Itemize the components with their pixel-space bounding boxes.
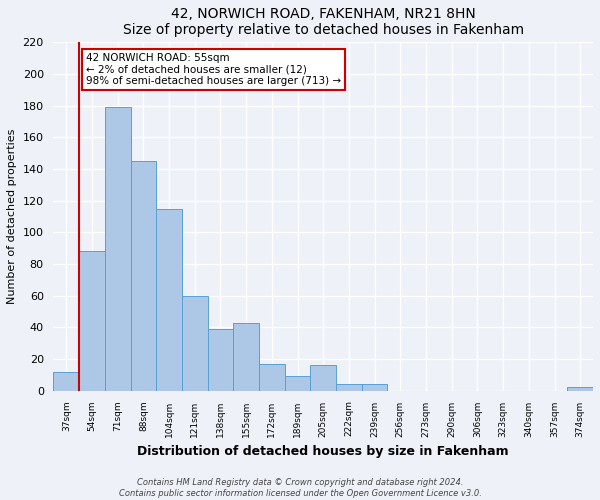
- Bar: [105, 108, 131, 391]
- Bar: [259, 364, 285, 390]
- X-axis label: Distribution of detached houses by size in Fakenham: Distribution of detached houses by size …: [137, 445, 509, 458]
- Bar: [182, 296, 208, 390]
- Bar: [53, 372, 79, 390]
- Bar: [310, 366, 336, 390]
- Text: Contains HM Land Registry data © Crown copyright and database right 2024.
Contai: Contains HM Land Registry data © Crown c…: [119, 478, 481, 498]
- Bar: [336, 384, 362, 390]
- Bar: [362, 384, 388, 390]
- Bar: [79, 252, 105, 390]
- Bar: [131, 161, 156, 390]
- Bar: [208, 329, 233, 390]
- Bar: [156, 208, 182, 390]
- Title: 42, NORWICH ROAD, FAKENHAM, NR21 8HN
Size of property relative to detached house: 42, NORWICH ROAD, FAKENHAM, NR21 8HN Siz…: [123, 7, 524, 37]
- Bar: [568, 388, 593, 390]
- Text: 42 NORWICH ROAD: 55sqm
← 2% of detached houses are smaller (12)
98% of semi-deta: 42 NORWICH ROAD: 55sqm ← 2% of detached …: [86, 53, 341, 86]
- Y-axis label: Number of detached properties: Number of detached properties: [7, 129, 17, 304]
- Bar: [285, 376, 310, 390]
- Bar: [233, 322, 259, 390]
